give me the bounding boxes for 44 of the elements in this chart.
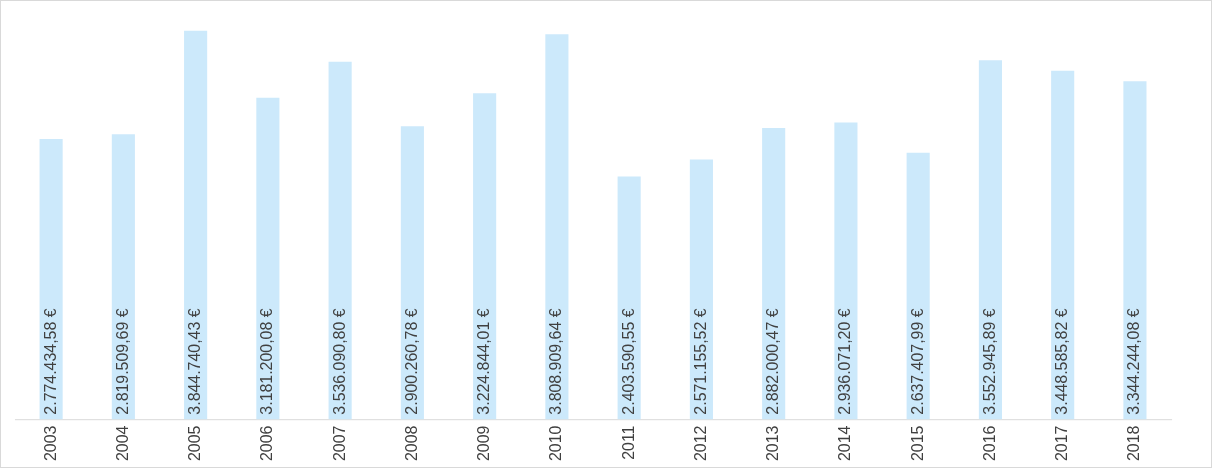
bar — [978, 60, 1002, 420]
x-tick-label: 2003 — [41, 425, 59, 462]
data-label: 2.882.000,47 € — [764, 308, 782, 415]
x-tick-label: 2013 — [764, 425, 782, 462]
x-tick-label: 2012 — [691, 425, 709, 462]
bar — [473, 93, 497, 420]
data-label: 3.344.244,08 € — [1125, 308, 1143, 415]
bar — [689, 159, 713, 420]
bar — [256, 97, 280, 420]
x-tick-label: 2007 — [330, 425, 348, 462]
data-label: 3.224.844,01 € — [475, 308, 493, 415]
x-tick-label: 2015 — [908, 425, 926, 462]
x-tick-label: 2011 — [619, 425, 637, 460]
x-tick-label: 2017 — [1053, 425, 1071, 462]
x-tick-label: 2018 — [1125, 425, 1143, 462]
data-label: 3.536.090,80 € — [330, 308, 348, 415]
data-label: 3.181.200,08 € — [258, 308, 276, 415]
data-label: 3.808.909,64 € — [547, 308, 565, 415]
data-label: 2.571.155,52 € — [691, 308, 709, 415]
data-label: 2.403.590,55 € — [619, 308, 637, 415]
data-label: 3.844.740,43 € — [186, 308, 204, 415]
bar — [328, 61, 352, 420]
data-label: 2.774.434,58 € — [41, 308, 59, 415]
x-tick-label: 2016 — [980, 425, 998, 462]
bar — [1123, 81, 1147, 420]
bar — [762, 128, 786, 420]
x-tick-label: 2014 — [836, 425, 854, 462]
x-tick-label: 2009 — [475, 425, 493, 462]
data-label: 2.819.509,69 € — [113, 308, 131, 415]
bar — [834, 122, 858, 420]
x-tick-label: 2010 — [547, 425, 565, 462]
bar — [1051, 70, 1075, 420]
x-tick-label: 2004 — [113, 425, 131, 462]
data-label: 2.936.071,20 € — [836, 308, 854, 415]
bar — [545, 34, 569, 420]
data-label: 3.552.945,89 € — [980, 308, 998, 415]
data-label: 2.637.407,99 € — [908, 308, 926, 415]
bar — [184, 30, 208, 420]
x-tick-label: 2006 — [258, 425, 276, 462]
bar — [39, 138, 63, 420]
x-tick-label: 2008 — [402, 425, 420, 462]
data-label: 3.448.585,82 € — [1053, 308, 1071, 415]
data-label: 2.900.260,78 € — [402, 308, 420, 415]
x-tick-label: 2005 — [186, 425, 204, 462]
